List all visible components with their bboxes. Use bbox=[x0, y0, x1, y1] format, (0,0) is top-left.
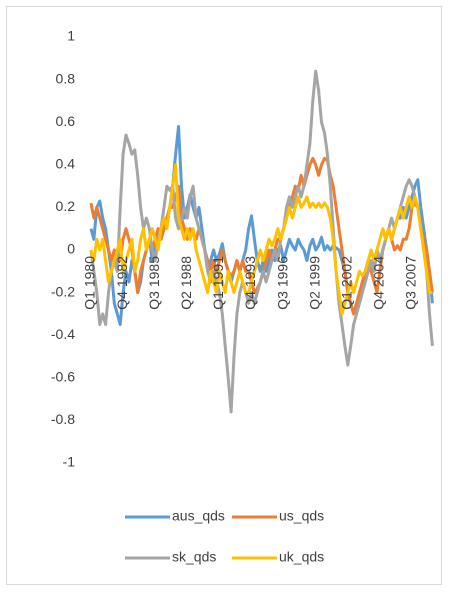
x-tick-label: Q3 1996 bbox=[274, 256, 290, 310]
x-tick-label: Q1 1991 bbox=[210, 256, 226, 310]
y-tick-label: 0.8 bbox=[56, 70, 76, 86]
y-tick-label: 0 bbox=[67, 241, 75, 257]
x-tick-label: Q1 2002 bbox=[339, 256, 355, 310]
y-tick-label: 0.6 bbox=[56, 113, 76, 129]
y-tick-label: 1 bbox=[67, 28, 75, 44]
y-tick-label: -0.8 bbox=[51, 411, 75, 427]
x-tick-label: Q4 2004 bbox=[371, 256, 387, 310]
legend-label: uk_qds bbox=[279, 549, 324, 565]
y-tick-label: 0.2 bbox=[56, 198, 76, 214]
x-tick-label: Q4 1982 bbox=[114, 256, 130, 310]
chart-border bbox=[6, 6, 442, 585]
x-tick-label: Q4 1993 bbox=[242, 256, 258, 310]
x-tick-label: Q3 2007 bbox=[403, 256, 419, 310]
y-tick-label: -0.6 bbox=[51, 369, 75, 385]
series-line bbox=[89, 163, 433, 316]
y-tick-label: -0.2 bbox=[51, 283, 75, 299]
x-tick-label: Q1 1980 bbox=[82, 256, 98, 310]
x-tick-label: Q2 1988 bbox=[178, 256, 194, 310]
legend-label: sk_qds bbox=[172, 549, 216, 565]
y-tick-label: -1 bbox=[63, 454, 76, 470]
y-tick-label: -0.4 bbox=[51, 326, 75, 342]
x-tick-label: Q3 1985 bbox=[146, 256, 162, 310]
y-tick-label: 0.4 bbox=[56, 156, 76, 172]
legend-label: aus_qds bbox=[172, 508, 225, 524]
x-tick-label: Q2 1999 bbox=[306, 256, 322, 310]
legend-label: us_qds bbox=[279, 508, 324, 524]
